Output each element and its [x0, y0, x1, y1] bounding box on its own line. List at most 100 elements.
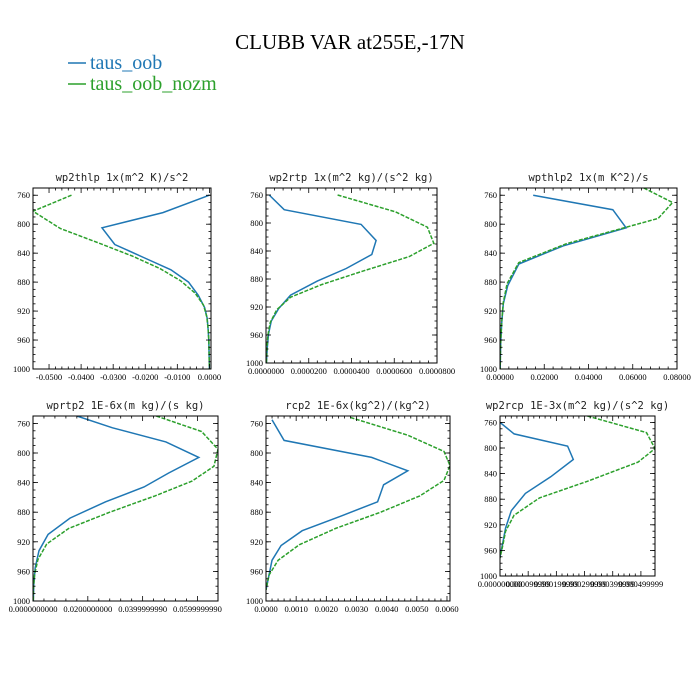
legend: taus_oob taus_oob_nozm	[68, 52, 217, 95]
panel-1-xtick-label: -0.0300	[100, 372, 126, 382]
panel-1-title: wp2thlp 1x(m^2 K)/s^2	[56, 172, 189, 184]
panel-2-ytick-label: 840	[250, 246, 263, 256]
panel-5-xtick-label: 0.0000	[254, 604, 277, 614]
panel-3-plot-area	[500, 188, 674, 369]
panel-3-xtick-label: 0.04000	[575, 372, 603, 382]
panel-1-xtick-label: -0.0100	[164, 372, 190, 382]
panel-2-ytick-label: 960	[250, 330, 263, 340]
panel-1-xtick-label: -0.0500	[36, 372, 62, 382]
panel-3-xtick-label: 0.02000	[530, 372, 558, 382]
panel-5-frame	[265, 415, 451, 602]
panel-2-xtick-label: 0.0000400	[333, 366, 369, 376]
panel-5-series-taus-oob	[266, 419, 410, 591]
panel-1-series-taus-oob-nozm	[33, 194, 211, 369]
panel-5-series-taus-oob-nozm	[266, 416, 450, 591]
panel-4-ytick-label: 760	[17, 418, 30, 428]
panel-5-xtick-label: 0.0060	[435, 604, 458, 614]
panel-6-xtick-label: 0.000099999	[506, 579, 551, 589]
panel-6-ytick-label: 760	[484, 417, 497, 427]
panel-3-series-taus-oob-nozm	[500, 188, 674, 369]
panel-1-ytick-label: 760	[17, 190, 30, 200]
panel-3-ytick-label: 880	[484, 277, 497, 287]
panel-6-ytick-label: 920	[484, 520, 497, 530]
panel-5-ytick-label: 800	[250, 448, 263, 458]
panel-3-frame	[499, 187, 678, 370]
panel-1-ytick-label: 840	[17, 248, 30, 258]
panel-5-ytick-label: 760	[250, 418, 263, 428]
panel-5-ytick-label: 960	[250, 566, 263, 576]
panel-3-ytick-label: 960	[484, 335, 497, 345]
panel-2-xtick-label: 0.0000600	[376, 366, 412, 376]
panel-4-ytick-label: 960	[17, 566, 30, 576]
panel-1-frame	[32, 187, 212, 370]
panel-4-frame	[32, 415, 219, 602]
panel-6-ytick-label: 880	[484, 494, 497, 504]
panel-3-ytick-label: 1000	[480, 364, 497, 374]
panel-1: wp2thlp 1x(m^2 K)/s^2 760 800 840 880 920 960 1…	[13, 172, 221, 382]
panel-2-ytick-label: 1000	[246, 358, 263, 368]
panel-2-plot-area	[266, 194, 435, 363]
panel-2-ytick-label: 920	[250, 302, 263, 312]
panel-2: wp2rtp 1x(m^2 kg)/(s^2 kg) 760 800 840 880 92…	[246, 172, 455, 376]
panel-1-ytick-label: 800	[17, 219, 30, 229]
panel-6: wp2rcp 1E-3x(m^2 kg)/(s^2 kg) 760 800 840 88…	[478, 400, 669, 589]
panel-2-ytick-label: 880	[250, 274, 263, 284]
panel-4-ytick-label: 840	[17, 478, 30, 488]
panel-5: rcp2 1E-6x(kg^2)/(kg^2) 760 800 840 880 920 96…	[246, 400, 459, 614]
panel-1-ytick-label: 960	[17, 335, 30, 345]
panel-5-ytick-label: 840	[250, 478, 263, 488]
panel-1-ytick-label: 920	[17, 306, 30, 316]
panel-5-ytick-label: 1000	[246, 596, 263, 606]
panel-1-ytick-label: 1000	[13, 364, 30, 374]
panel-1-series-taus-oob	[100, 194, 211, 369]
panel-4-series-taus-oob	[33, 416, 201, 601]
panel-4-ytick-label: 800	[17, 448, 30, 458]
legend-label-taus-oob-nozm: taus_oob_nozm	[90, 73, 217, 95]
panel-6-xtick-label: 0.000299999	[562, 579, 607, 589]
panel-5-ytick-label: 880	[250, 507, 263, 517]
panel-6-xtick-label: 0.000000000	[478, 579, 523, 589]
panel-2-title: wp2rtp 1x(m^2 kg)/(s^2 kg)	[269, 172, 433, 184]
figure-title: CLUBB VAR at255E,-17N	[235, 30, 465, 54]
panel-4-title: wprtp2 1E-6x(m kg)/(s kg)	[46, 400, 204, 412]
panel-5-ytick-label: 920	[250, 537, 263, 547]
panel-1-xtick-label: -0.0400	[68, 372, 94, 382]
panel-2-xtick-label: 0.0000000	[248, 366, 284, 376]
panel-6-ytick-label: 800	[484, 443, 497, 453]
panel-4-ytick-label: 920	[17, 537, 30, 547]
legend-label-taus-oob: taus_oob	[90, 52, 162, 74]
panel-3-series-taus-oob	[500, 194, 628, 369]
panel-1-xtick-label: -0.0200	[132, 372, 158, 382]
panel-5-xtick-label: 0.0030	[345, 604, 368, 614]
panel-6-series-taus-oob-nozm	[500, 416, 655, 559]
panel-1-xtick-label: 0.0000	[198, 372, 221, 382]
panel-6-xtick-label: 0.000199999	[534, 579, 579, 589]
panel-4-ytick-label: 1000	[13, 596, 30, 606]
panel-4-xtick-label: 0.0399999990	[118, 604, 167, 614]
panel-6-plot-area	[500, 416, 655, 559]
panel-3-ytick-label: 800	[484, 219, 497, 229]
panel-6-ytick-label: 1000	[480, 571, 497, 581]
panel-3-xtick-label: 0.00000	[486, 372, 514, 382]
panel-3: wpthlp2 1x(m K^2)/s 760 800 840 880 920 960 100…	[480, 172, 691, 382]
panel-2-series-taus-oob-nozm	[266, 194, 435, 363]
panel-3-xtick-label: 0.08000	[663, 372, 691, 382]
panel-1-plot-area	[33, 194, 211, 369]
panel-6-xtick-label: 0.000499999	[619, 579, 664, 589]
panel-4-xtick-label: 0.0599999990	[173, 604, 222, 614]
panel-4: wprtp2 1E-6x(m kg)/(s kg) 760 800 840 880 920…	[9, 400, 222, 614]
panel-3-xtick-label: 0.06000	[619, 372, 647, 382]
panels: wp2thlp 1x(m^2 K)/s^2 760 800 840 880 920 960 1…	[9, 172, 691, 614]
panel-1-ytick-label: 880	[17, 277, 30, 287]
panel-4-xtick-label: 0.0000000000	[9, 604, 58, 614]
panel-2-ytick-label: 760	[250, 190, 263, 200]
panel-2-xtick-label: 0.0000200	[291, 366, 327, 376]
panel-5-xtick-label: 0.0040	[375, 604, 398, 614]
panel-4-series-taus-oob-nozm	[33, 416, 218, 601]
panel-5-plot-area	[266, 416, 450, 591]
panel-2-series-taus-oob	[266, 194, 377, 363]
panel-5-xtick-label: 0.0020	[315, 604, 338, 614]
panel-6-ytick-label: 840	[484, 469, 497, 479]
panel-3-ytick-label: 840	[484, 248, 497, 258]
